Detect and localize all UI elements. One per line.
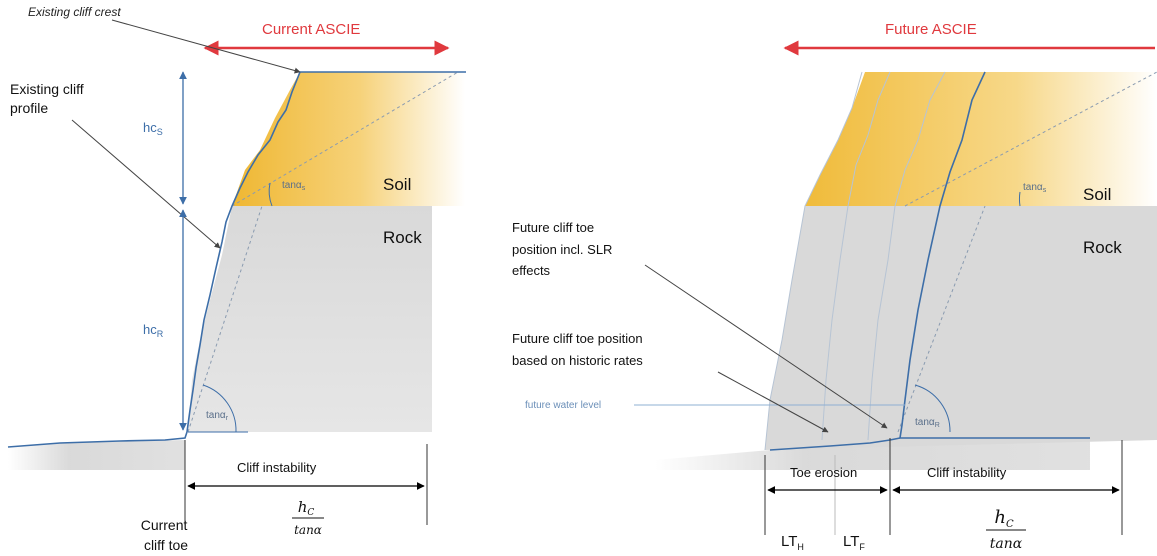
soil-label-right: Soil: [1083, 185, 1111, 204]
tan-s-label-right: tanαs: [1023, 182, 1047, 194]
future-cliff-profile: [899, 71, 1090, 439]
future-ascie-label: Future ASCIE: [885, 21, 977, 38]
fraction-left: hC tanα: [292, 498, 324, 537]
left-soil: [232, 72, 465, 206]
tan-s-label-left: tanαs: [282, 180, 306, 192]
left-rock: [188, 206, 432, 432]
rock-label-right: Rock: [1083, 238, 1122, 257]
historic-profile-2: [821, 71, 891, 441]
hc-s-label: hcS: [143, 120, 163, 137]
cliff-crest-label: Existing cliff crest: [28, 5, 121, 19]
tan-r-label-left: tanαr: [206, 410, 229, 422]
soil-label-left: Soil: [383, 175, 411, 194]
rock-label-left: Rock: [383, 228, 422, 247]
right-panel: Future ASCIE tanαs tanαR Soil Rock Futur…: [512, 21, 1157, 552]
fraction-right: hC tanα: [986, 507, 1026, 552]
historic-toe-label: Future cliff toe position based on histo…: [512, 331, 646, 368]
svg-text:tanα: tanα: [990, 536, 1023, 552]
lt-h-label: LTH: [781, 533, 804, 552]
historic-profile-3: [764, 71, 863, 451]
lt-f-label: LTF: [843, 533, 865, 552]
current-cliff-toe-label: Current cliff toe: [141, 517, 192, 553]
tan-r-label-right: tanαR: [915, 417, 940, 429]
left-cliff-profile: [7, 71, 301, 448]
historic-profile-1: [867, 71, 946, 441]
slr-toe-label: Future cliff toe position incl. SLR effe…: [512, 220, 616, 278]
angle-arc-soil-left: [268, 182, 273, 207]
angle-arc-soil-right: [1018, 191, 1021, 207]
svg-text:tanα: tanα: [294, 523, 322, 537]
svg-text:hC: hC: [994, 507, 1014, 530]
right-rock: [765, 206, 1157, 450]
angle-arc-rock-right: [914, 384, 951, 433]
cliff-instability-label-right: Cliff instability: [927, 465, 1007, 480]
future-water-level-label: future water level: [525, 400, 601, 411]
cliff-instability-label-left: Cliff instability: [237, 460, 317, 475]
left-panel: Current ASCIE Existing cliff crest Exist…: [7, 5, 466, 553]
right-soil: [805, 72, 1157, 206]
right-ground: [655, 438, 1090, 470]
cliff-profile-label: Existing cliff profile: [10, 81, 88, 116]
angle-arc-rock-left: [202, 384, 237, 433]
left-ground: [8, 440, 185, 470]
current-ascie-label: Current ASCIE: [262, 21, 360, 38]
toe-erosion-profile: [769, 437, 901, 451]
svg-text:hC: hC: [298, 498, 315, 518]
hc-r-label: hcR: [143, 322, 164, 339]
toe-erosion-label: Toe erosion: [790, 465, 857, 480]
